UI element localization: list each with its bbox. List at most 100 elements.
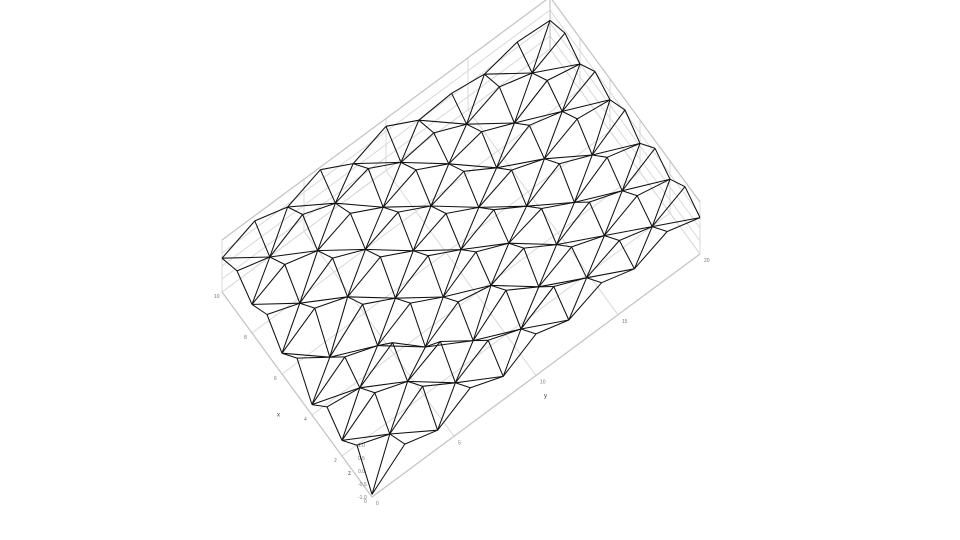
surface-edge (332, 257, 349, 297)
surface-edge (481, 122, 515, 133)
surface-edge (475, 242, 509, 253)
surface-edge (362, 304, 379, 346)
surface-edge (589, 190, 623, 203)
surface-edge (520, 328, 537, 335)
surface-edge (651, 186, 686, 227)
surface-edge (352, 125, 387, 164)
surface-edge (466, 123, 482, 133)
surface-edge (364, 206, 384, 250)
surface-edge (484, 72, 533, 75)
surface-edge (394, 255, 429, 299)
surface-edge (558, 163, 575, 203)
surface-edge (513, 80, 548, 124)
surface-edge (382, 162, 402, 208)
surface-edge (478, 205, 527, 208)
surface-edge (531, 20, 551, 74)
surface-edge (544, 158, 560, 165)
surface-edge (407, 380, 423, 387)
surface-edge (392, 342, 409, 382)
surface-edge (526, 201, 575, 207)
surface-edge (359, 342, 394, 389)
surface-edge (329, 345, 378, 358)
z-tick-label: 1.0 (358, 443, 365, 449)
surface-edge (311, 357, 331, 405)
surface-edge (571, 235, 605, 248)
surface-edge (636, 195, 653, 227)
y-tick-label: 10 (540, 380, 546, 386)
surface-edge (349, 213, 366, 250)
surface-edge (236, 270, 253, 305)
surface-edge (460, 242, 509, 251)
surface-edge (299, 296, 348, 304)
surface-edge (564, 32, 581, 65)
surface-edge (311, 387, 360, 406)
surface-edge (523, 247, 540, 287)
surface-edge (377, 302, 411, 346)
surface-edge (451, 93, 468, 125)
surface-edge (562, 99, 611, 112)
surface-edge (475, 251, 492, 286)
surface-edge (404, 429, 438, 445)
surface-edge (424, 296, 444, 348)
surface-edge (251, 256, 271, 305)
surface-edge (559, 154, 593, 165)
surface-edge (508, 208, 542, 244)
side-wall-gridline (549, 35, 701, 242)
surface-edge (457, 284, 492, 303)
surface-edge (350, 206, 384, 214)
surface-edge (604, 226, 653, 237)
surface-edge (394, 250, 414, 299)
surface-edge (428, 249, 462, 257)
surface-edge (389, 429, 438, 435)
surface-edge (556, 235, 605, 246)
surface-edge (591, 99, 611, 156)
surface-edge (624, 109, 641, 144)
surface-edge (490, 284, 507, 291)
pane-edge (551, 0, 701, 203)
back-wall-gridline (221, 22, 551, 267)
surface-edge (425, 341, 441, 348)
surface-edge (636, 178, 671, 197)
surface-edge (586, 277, 602, 284)
surface-edge (296, 356, 330, 359)
surface-edge (455, 382, 471, 389)
surface-edge (412, 213, 447, 252)
surface-edge (377, 298, 396, 346)
surface-edge (269, 250, 318, 258)
surface-edge (496, 124, 530, 169)
surface-edge (221, 256, 270, 259)
surface-edge (546, 63, 581, 81)
surface-edge (546, 80, 563, 112)
surface-edge (573, 156, 608, 203)
surface-edge (505, 290, 522, 330)
surface-edge (618, 240, 635, 270)
z-axis-label: z (348, 471, 351, 477)
surface-edge (440, 340, 474, 343)
surface-edge (395, 296, 444, 299)
surface-edge (574, 190, 623, 203)
surface-edge (374, 380, 408, 394)
surface-edge (601, 268, 635, 284)
surface-edge (538, 246, 573, 288)
surface-edge (251, 303, 268, 315)
surface-edge (409, 302, 426, 348)
side-wall-gridline (549, 48, 701, 255)
surface-edge (422, 386, 439, 431)
surface-edge (236, 256, 271, 272)
surface-edge (418, 119, 467, 125)
surface-edge (418, 92, 452, 121)
surface-edge (430, 170, 465, 207)
surface-edge (460, 207, 480, 250)
surface-edge (463, 171, 480, 208)
surface-edge (448, 131, 482, 165)
surface-edge (571, 246, 588, 279)
surface-edge (347, 296, 396, 299)
surface-edge (299, 250, 319, 304)
surface-edge (284, 264, 301, 304)
surface-edge (490, 247, 525, 286)
surface-edge (528, 125, 545, 160)
y-tick-label: 0 (376, 501, 379, 507)
surface-edge (427, 255, 444, 298)
